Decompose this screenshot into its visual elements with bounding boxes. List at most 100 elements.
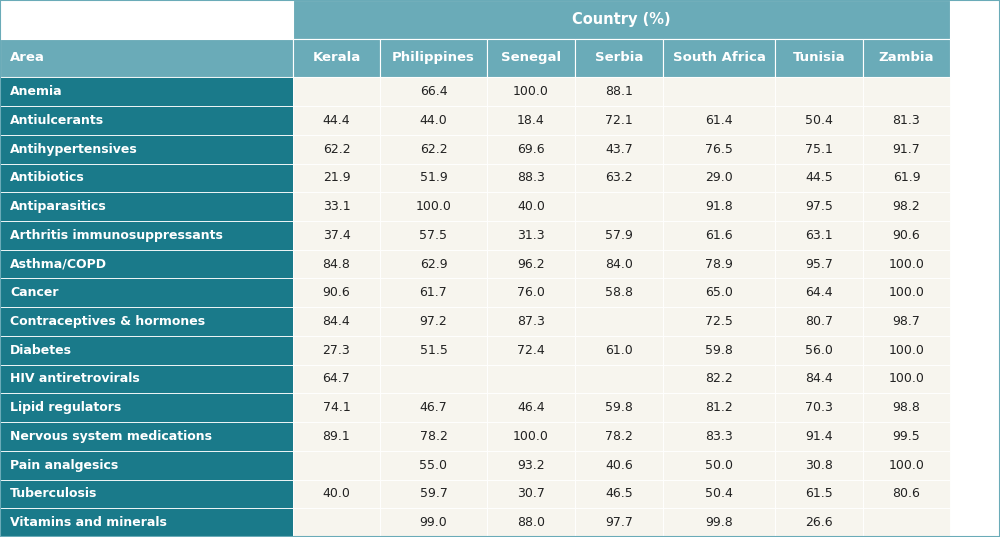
Text: 21.9: 21.9 bbox=[323, 171, 350, 184]
Bar bbox=[663, 163, 775, 192]
Text: 80.7: 80.7 bbox=[805, 315, 833, 328]
Text: 87.3: 87.3 bbox=[517, 315, 545, 328]
Bar bbox=[293, 39, 380, 77]
Bar bbox=[863, 393, 950, 422]
Text: Nervous system medications: Nervous system medications bbox=[10, 430, 212, 443]
Bar bbox=[863, 135, 950, 163]
Text: HIV antiretrovirals: HIV antiretrovirals bbox=[10, 373, 140, 386]
Text: 90.6: 90.6 bbox=[893, 229, 920, 242]
Text: 82.2: 82.2 bbox=[705, 373, 733, 386]
Text: 66.4: 66.4 bbox=[420, 85, 447, 98]
Bar bbox=[293, 336, 380, 365]
Bar bbox=[775, 393, 863, 422]
Text: 100.0: 100.0 bbox=[513, 85, 549, 98]
Bar bbox=[663, 307, 775, 336]
Bar bbox=[487, 508, 575, 537]
Text: 99.0: 99.0 bbox=[420, 516, 447, 529]
Text: 61.0: 61.0 bbox=[605, 344, 633, 357]
Bar bbox=[0, 77, 293, 106]
Bar bbox=[380, 307, 487, 336]
Text: 61.6: 61.6 bbox=[705, 229, 733, 242]
Bar bbox=[293, 77, 380, 106]
Text: Anemia: Anemia bbox=[10, 85, 63, 98]
Bar bbox=[487, 336, 575, 365]
Bar bbox=[380, 163, 487, 192]
Text: 84.4: 84.4 bbox=[805, 373, 833, 386]
Text: 76.0: 76.0 bbox=[517, 286, 545, 299]
Text: 100.0: 100.0 bbox=[889, 459, 924, 471]
Bar bbox=[293, 508, 380, 537]
Bar bbox=[0, 250, 293, 278]
Text: 40.0: 40.0 bbox=[517, 200, 545, 213]
Bar bbox=[775, 106, 863, 135]
Bar bbox=[0, 393, 293, 422]
Bar bbox=[293, 192, 380, 221]
Text: 97.2: 97.2 bbox=[420, 315, 447, 328]
Bar bbox=[663, 192, 775, 221]
Bar bbox=[0, 336, 293, 365]
Bar bbox=[293, 0, 950, 39]
Text: 55.0: 55.0 bbox=[420, 459, 448, 471]
Text: 97.7: 97.7 bbox=[605, 516, 633, 529]
Text: 72.1: 72.1 bbox=[605, 114, 633, 127]
Bar bbox=[775, 77, 863, 106]
Text: 88.1: 88.1 bbox=[605, 85, 633, 98]
Text: 72.5: 72.5 bbox=[705, 315, 733, 328]
Bar bbox=[487, 39, 575, 77]
Bar bbox=[380, 106, 487, 135]
Bar bbox=[863, 278, 950, 307]
Bar bbox=[380, 278, 487, 307]
Bar bbox=[380, 135, 487, 163]
Bar bbox=[775, 480, 863, 508]
Bar bbox=[775, 508, 863, 537]
Bar bbox=[380, 365, 487, 393]
Bar bbox=[0, 192, 293, 221]
Text: Philippines: Philippines bbox=[392, 52, 475, 64]
Text: 84.8: 84.8 bbox=[323, 258, 350, 271]
Bar bbox=[0, 221, 293, 250]
Bar bbox=[487, 250, 575, 278]
Text: Zambia: Zambia bbox=[879, 52, 934, 64]
Bar bbox=[487, 77, 575, 106]
Text: 59.8: 59.8 bbox=[705, 344, 733, 357]
Bar bbox=[487, 192, 575, 221]
Bar bbox=[863, 480, 950, 508]
Text: 88.3: 88.3 bbox=[517, 171, 545, 184]
Bar bbox=[575, 451, 663, 480]
Text: Diabetes: Diabetes bbox=[10, 344, 72, 357]
Bar bbox=[775, 135, 863, 163]
Text: 100.0: 100.0 bbox=[889, 258, 924, 271]
Text: 51.9: 51.9 bbox=[420, 171, 447, 184]
Bar bbox=[575, 278, 663, 307]
Bar bbox=[487, 221, 575, 250]
Bar bbox=[380, 77, 487, 106]
Text: 61.5: 61.5 bbox=[805, 488, 833, 500]
Text: 91.4: 91.4 bbox=[805, 430, 833, 443]
Bar bbox=[380, 221, 487, 250]
Text: 70.3: 70.3 bbox=[805, 401, 833, 414]
Text: 56.0: 56.0 bbox=[805, 344, 833, 357]
Bar bbox=[487, 393, 575, 422]
Text: 100.0: 100.0 bbox=[416, 200, 451, 213]
Bar bbox=[575, 221, 663, 250]
Text: 99.5: 99.5 bbox=[893, 430, 920, 443]
Bar bbox=[575, 192, 663, 221]
Text: 63.1: 63.1 bbox=[805, 229, 833, 242]
Text: 61.4: 61.4 bbox=[705, 114, 733, 127]
Text: 78.9: 78.9 bbox=[705, 258, 733, 271]
Bar bbox=[663, 393, 775, 422]
Bar bbox=[0, 508, 293, 537]
Text: 100.0: 100.0 bbox=[513, 430, 549, 443]
Bar bbox=[663, 480, 775, 508]
Bar bbox=[863, 307, 950, 336]
Bar bbox=[380, 422, 487, 451]
Text: Lipid regulators: Lipid regulators bbox=[10, 401, 121, 414]
Text: 63.2: 63.2 bbox=[605, 171, 633, 184]
Text: 31.3: 31.3 bbox=[517, 229, 545, 242]
Bar bbox=[293, 393, 380, 422]
Bar bbox=[0, 422, 293, 451]
Bar bbox=[863, 221, 950, 250]
Bar bbox=[775, 278, 863, 307]
Text: 89.1: 89.1 bbox=[323, 430, 350, 443]
Text: 97.5: 97.5 bbox=[805, 200, 833, 213]
